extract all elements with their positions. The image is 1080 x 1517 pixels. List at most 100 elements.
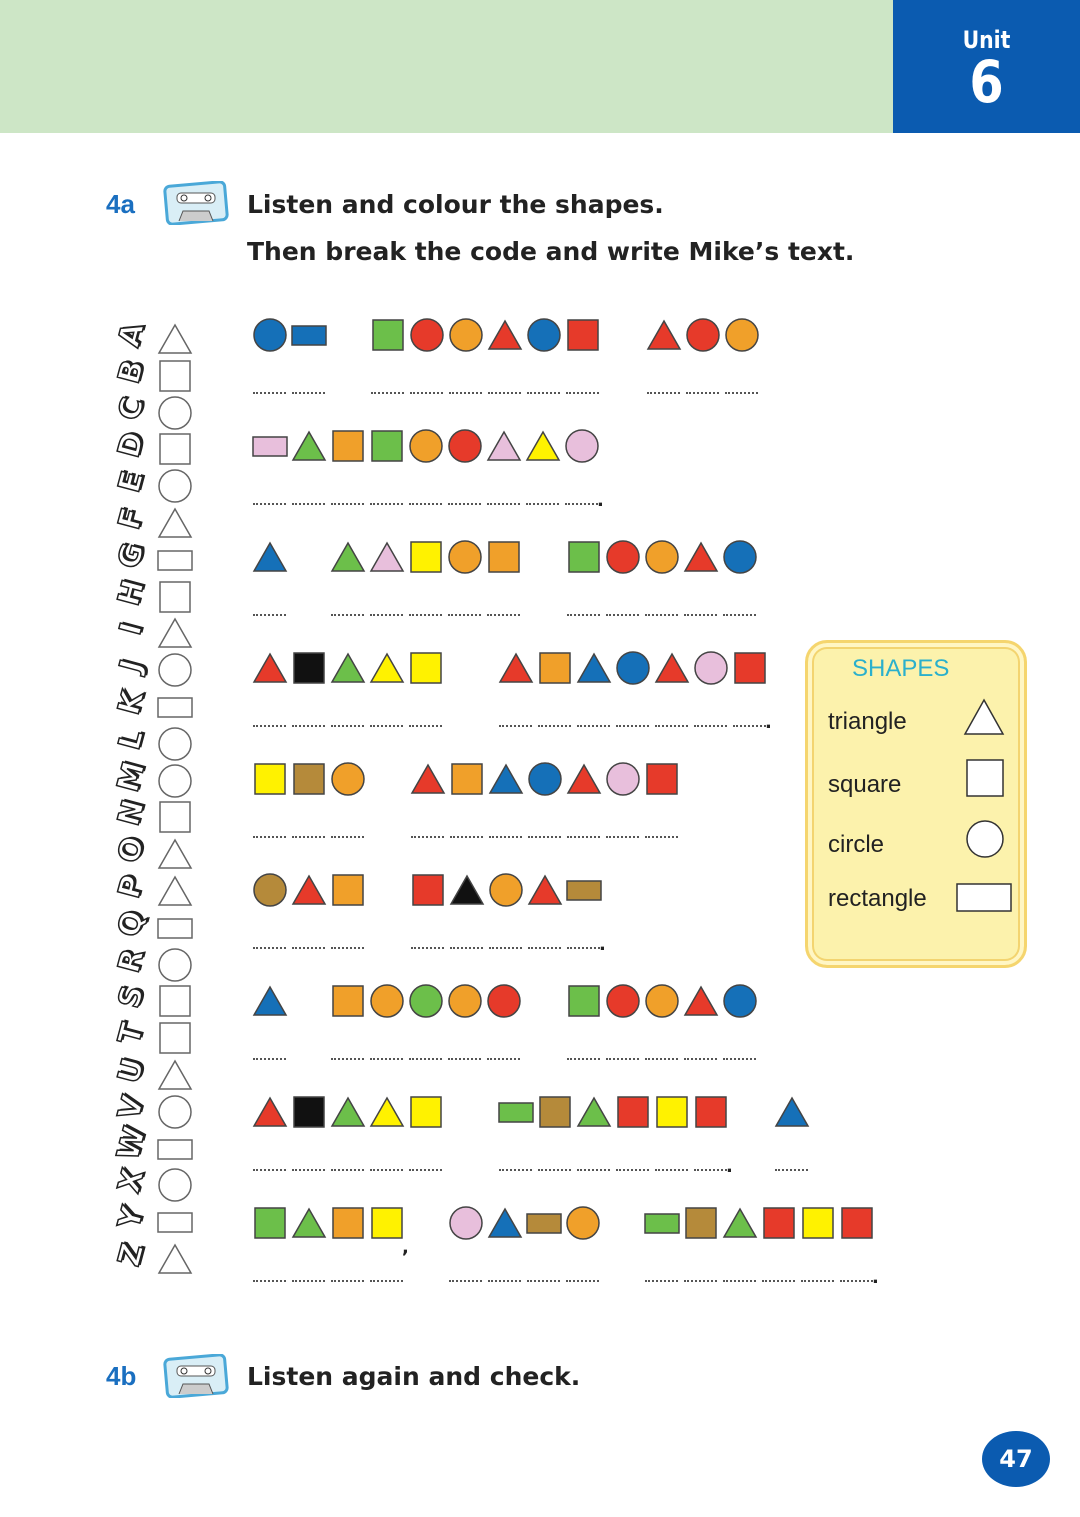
answer-blank[interactable]: [411, 947, 444, 949]
answer-blank[interactable]: [686, 392, 719, 394]
answer-blank[interactable]: [528, 836, 561, 838]
answer-blank[interactable]: [370, 1058, 403, 1060]
answer-blank[interactable]: [331, 1169, 364, 1171]
answer-blank[interactable]: [723, 1058, 756, 1060]
answer-blank[interactable]: [723, 614, 756, 616]
answer-blank[interactable]: [645, 1058, 678, 1060]
answer-blank[interactable]: [647, 392, 680, 394]
answer-blank[interactable]: [253, 836, 286, 838]
answer-blank[interactable]: [449, 392, 482, 394]
answer-blank[interactable]: [567, 614, 600, 616]
answer-blank[interactable]: [577, 725, 610, 727]
answer-blank[interactable]: [725, 392, 758, 394]
answer-blank[interactable]: [499, 1169, 532, 1171]
answer-blank[interactable]: [253, 1058, 286, 1060]
answer-blank[interactable]: [606, 836, 639, 838]
answer-blank[interactable]: [448, 503, 481, 505]
answer-blank[interactable]: [409, 725, 442, 727]
answer-blank[interactable]: [331, 725, 364, 727]
answer-blank[interactable]: [499, 725, 532, 727]
answer-blank[interactable]: [448, 1058, 481, 1060]
answer-blank[interactable]: [684, 1280, 717, 1282]
answer-blank[interactable]: [565, 503, 598, 505]
answer-blank[interactable]: [488, 392, 521, 394]
answer-blank[interactable]: [538, 1169, 571, 1171]
answer-blank[interactable]: [253, 725, 286, 727]
answer-blank[interactable]: [292, 503, 325, 505]
answer-blank[interactable]: [448, 614, 481, 616]
answer-blank[interactable]: [567, 1058, 600, 1060]
answer-blank[interactable]: [840, 1280, 873, 1282]
answer-blank[interactable]: [567, 947, 600, 949]
answer-blank[interactable]: [331, 614, 364, 616]
answer-blank[interactable]: [371, 392, 404, 394]
answer-blank[interactable]: [253, 1169, 286, 1171]
answer-blank[interactable]: [616, 725, 649, 727]
answer-blank[interactable]: [253, 1280, 286, 1282]
answer-blank[interactable]: [566, 1280, 599, 1282]
answer-blank[interactable]: [253, 392, 286, 394]
answer-blank[interactable]: [450, 836, 483, 838]
answer-blank[interactable]: [694, 1169, 727, 1171]
answer-blank[interactable]: [801, 1280, 834, 1282]
answer-blank[interactable]: [331, 1280, 364, 1282]
answer-blank[interactable]: [487, 1058, 520, 1060]
answer-blank[interactable]: [645, 1280, 678, 1282]
answer-blank[interactable]: [411, 836, 444, 838]
answer-blank[interactable]: [292, 836, 325, 838]
answer-blank[interactable]: [331, 1058, 364, 1060]
answer-blank[interactable]: [694, 725, 727, 727]
answer-blank[interactable]: [606, 1058, 639, 1060]
answer-blank[interactable]: [645, 836, 678, 838]
answer-blank[interactable]: [645, 614, 678, 616]
answer-blank[interactable]: [292, 947, 325, 949]
answer-blank[interactable]: [616, 1169, 649, 1171]
answer-blank[interactable]: [253, 614, 286, 616]
cassette-icon[interactable]: [163, 1354, 229, 1398]
answer-blank[interactable]: [488, 1280, 521, 1282]
answer-blank[interactable]: [487, 503, 520, 505]
answer-blank[interactable]: [762, 1280, 795, 1282]
answer-blank[interactable]: [489, 947, 522, 949]
answer-blank[interactable]: [775, 1169, 808, 1171]
answer-blank[interactable]: [331, 836, 364, 838]
answer-blank[interactable]: [409, 1169, 442, 1171]
answer-blank[interactable]: [370, 725, 403, 727]
answer-blank[interactable]: [527, 392, 560, 394]
answer-blank[interactable]: [449, 1280, 482, 1282]
answer-blank[interactable]: [292, 1280, 325, 1282]
answer-blank[interactable]: [684, 614, 717, 616]
answer-blank[interactable]: [410, 392, 443, 394]
answer-blank[interactable]: [409, 614, 442, 616]
answer-blank[interactable]: [450, 947, 483, 949]
answer-blank[interactable]: [723, 1280, 756, 1282]
answer-blank[interactable]: [489, 836, 522, 838]
answer-blank[interactable]: [370, 1169, 403, 1171]
answer-blank[interactable]: [253, 947, 286, 949]
answer-blank[interactable]: [292, 725, 325, 727]
answer-blank[interactable]: [409, 1058, 442, 1060]
answer-blank[interactable]: [370, 503, 403, 505]
cassette-icon[interactable]: [163, 181, 229, 225]
answer-blank[interactable]: [684, 1058, 717, 1060]
answer-blank[interactable]: [606, 614, 639, 616]
answer-blank[interactable]: [253, 503, 286, 505]
answer-blank[interactable]: [487, 614, 520, 616]
answer-blank[interactable]: [370, 1280, 403, 1282]
answer-blank[interactable]: [331, 947, 364, 949]
answer-blank[interactable]: [527, 1280, 560, 1282]
answer-blank[interactable]: [292, 392, 325, 394]
answer-blank[interactable]: [526, 503, 559, 505]
answer-blank[interactable]: [655, 1169, 688, 1171]
answer-blank[interactable]: [733, 725, 766, 727]
answer-blank[interactable]: [292, 1169, 325, 1171]
answer-blank[interactable]: [566, 392, 599, 394]
answer-blank[interactable]: [409, 503, 442, 505]
answer-blank[interactable]: [370, 614, 403, 616]
answer-blank[interactable]: [538, 725, 571, 727]
answer-blank[interactable]: [528, 947, 561, 949]
answer-blank[interactable]: [567, 836, 600, 838]
answer-blank[interactable]: [577, 1169, 610, 1171]
answer-blank[interactable]: [331, 503, 364, 505]
answer-blank[interactable]: [655, 725, 688, 727]
